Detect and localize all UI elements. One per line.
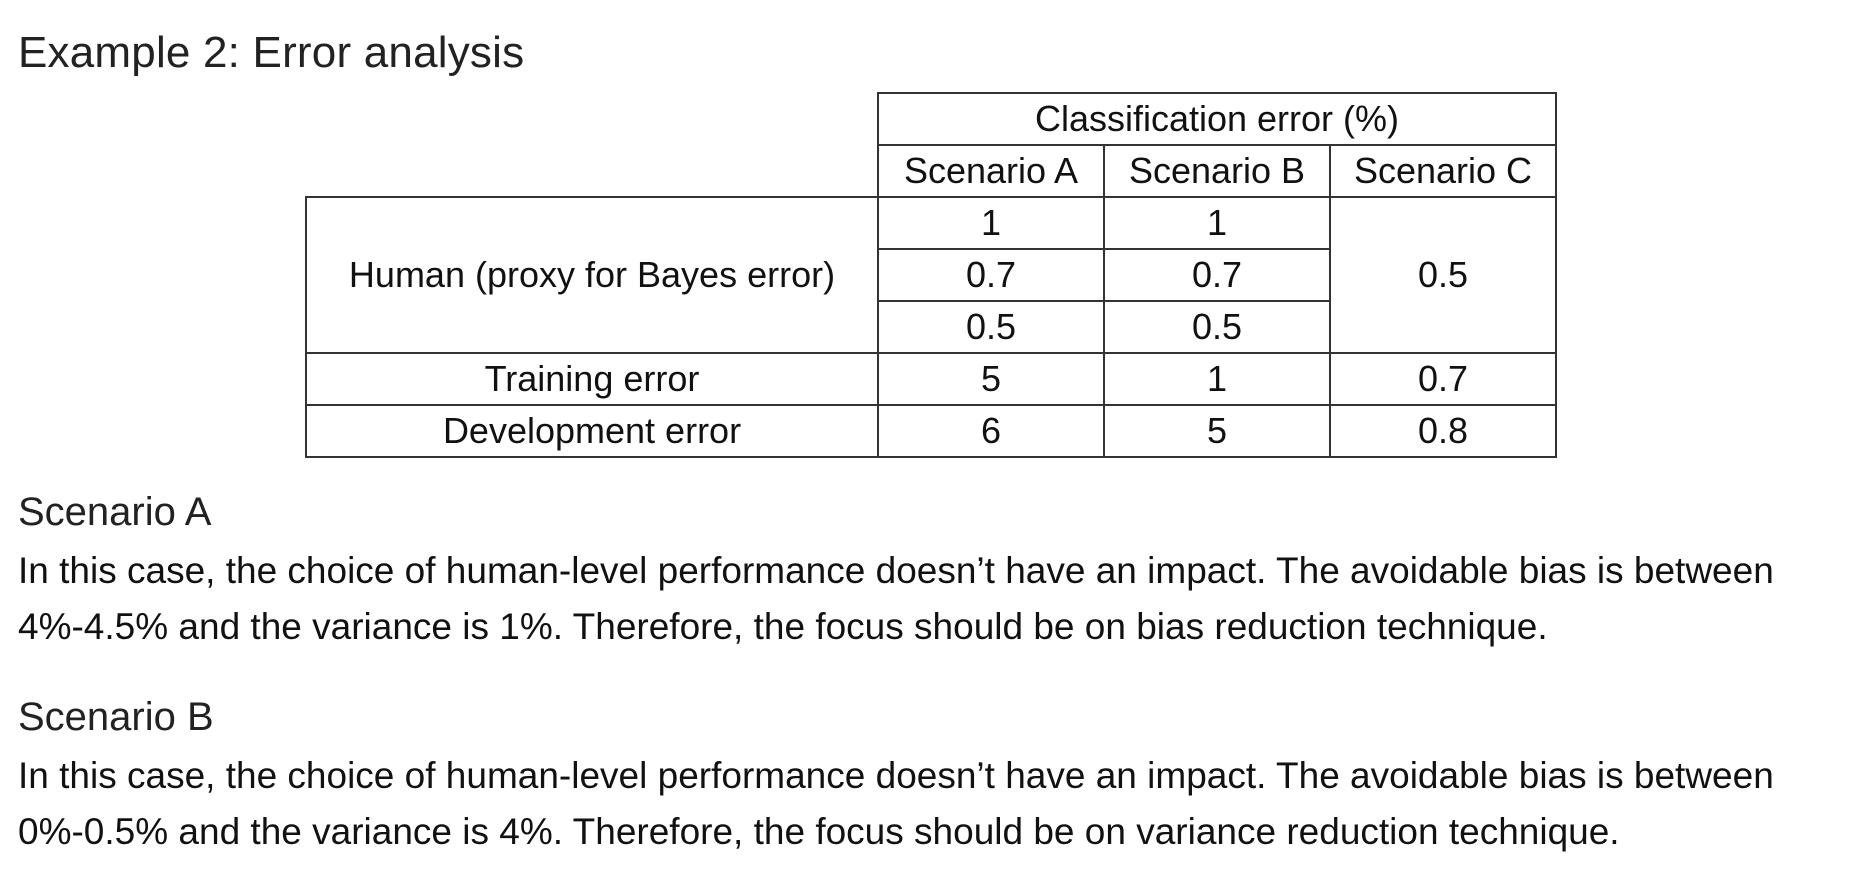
table-cell: 0.5 xyxy=(1329,196,1557,354)
table-cell: 0.7 xyxy=(1329,352,1557,406)
table-row: Development error 6 5 0.8 xyxy=(305,404,1557,458)
paragraph-line: In this case, the choice of human-level … xyxy=(18,550,1774,591)
table-header-row: Classification error (%) xyxy=(306,92,1557,146)
table-row: Human (proxy for Bayes error) 1 1 0.5 xyxy=(305,196,1557,354)
table-cell: 5 xyxy=(877,352,1105,406)
table-cell: 0.5 xyxy=(877,300,1105,354)
column-header-scenario-b: Scenario B xyxy=(1103,144,1331,198)
section-heading-scenario-a: Scenario A xyxy=(18,490,212,534)
column-header-scenario-c: Scenario C xyxy=(1329,144,1557,198)
group-header: Classification error (%) xyxy=(877,92,1557,146)
row-label-human: Human (proxy for Bayes error) xyxy=(305,196,879,354)
paragraph-line: 0%-0.5% and the variance is 4%. Therefor… xyxy=(18,811,1620,852)
column-header-scenario-a: Scenario A xyxy=(877,144,1105,198)
table-cell: 0.7 xyxy=(877,248,1105,302)
table-cell: 0.8 xyxy=(1329,404,1557,458)
table-row: Training error 5 1 0.7 xyxy=(305,352,1557,406)
empty-corner-cell xyxy=(306,93,878,145)
row-label-development: Development error xyxy=(305,404,879,458)
table-row: 0.7 0.7 xyxy=(306,248,1556,302)
paragraph-scenario-b: In this case, the choice of human-level … xyxy=(18,748,1848,860)
paragraph-line: 4%-4.5% and the variance is 1%. Therefor… xyxy=(18,606,1548,647)
table-cell: 1 xyxy=(877,196,1105,250)
section-heading-scenario-b: Scenario B xyxy=(18,695,214,739)
table-column-row: Scenario A Scenario B Scenario C xyxy=(306,144,1557,198)
table-cell: 6 xyxy=(877,404,1105,458)
error-table: Classification error (%) Scenario A Scen… xyxy=(305,92,1557,458)
paragraph-scenario-a: In this case, the choice of human-level … xyxy=(18,543,1848,655)
table-cell: 0.5 xyxy=(1103,300,1331,354)
paragraph-line: In this case, the choice of human-level … xyxy=(18,755,1774,796)
page-title: Example 2: Error analysis xyxy=(18,28,525,77)
table-cell: 0.7 xyxy=(1103,248,1331,302)
empty-corner-cell xyxy=(306,145,878,197)
table-cell: 1 xyxy=(1103,352,1331,406)
table-cell: 5 xyxy=(1103,404,1331,458)
table-row: 0.5 0.5 xyxy=(306,300,1556,354)
row-label-training: Training error xyxy=(305,352,879,406)
table-cell: 1 xyxy=(1103,196,1331,250)
